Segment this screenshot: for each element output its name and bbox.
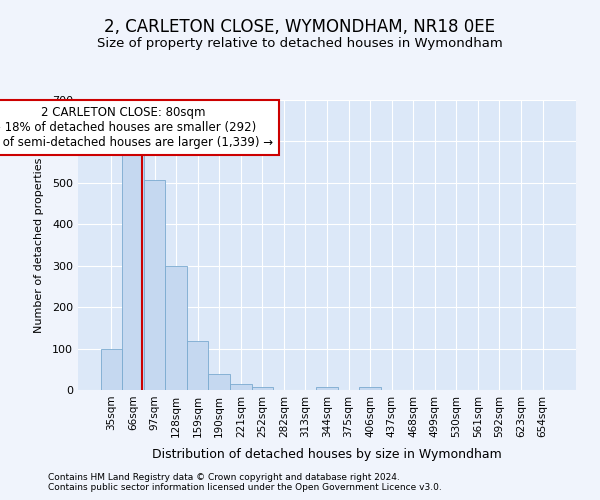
Bar bbox=[166, 266, 187, 390]
Bar bbox=[359, 386, 381, 390]
Bar bbox=[187, 341, 208, 390]
Bar bbox=[208, 374, 230, 390]
Text: Contains public sector information licensed under the Open Government Licence v3: Contains public sector information licen… bbox=[48, 484, 442, 492]
Bar bbox=[230, 384, 251, 390]
Text: 2, CARLETON CLOSE, WYMONDHAM, NR18 0EE: 2, CARLETON CLOSE, WYMONDHAM, NR18 0EE bbox=[104, 18, 496, 36]
Bar bbox=[144, 180, 166, 390]
Text: Size of property relative to detached houses in Wymondham: Size of property relative to detached ho… bbox=[97, 38, 503, 51]
Bar bbox=[101, 348, 122, 390]
Bar bbox=[122, 152, 144, 390]
Text: 2 CARLETON CLOSE: 80sqm
← 18% of detached houses are smaller (292)
81% of semi-d: 2 CARLETON CLOSE: 80sqm ← 18% of detache… bbox=[0, 106, 274, 149]
Text: Contains HM Land Registry data © Crown copyright and database right 2024.: Contains HM Land Registry data © Crown c… bbox=[48, 474, 400, 482]
X-axis label: Distribution of detached houses by size in Wymondham: Distribution of detached houses by size … bbox=[152, 448, 502, 461]
Bar bbox=[251, 386, 273, 390]
Bar bbox=[316, 386, 338, 390]
Y-axis label: Number of detached properties: Number of detached properties bbox=[34, 158, 44, 332]
